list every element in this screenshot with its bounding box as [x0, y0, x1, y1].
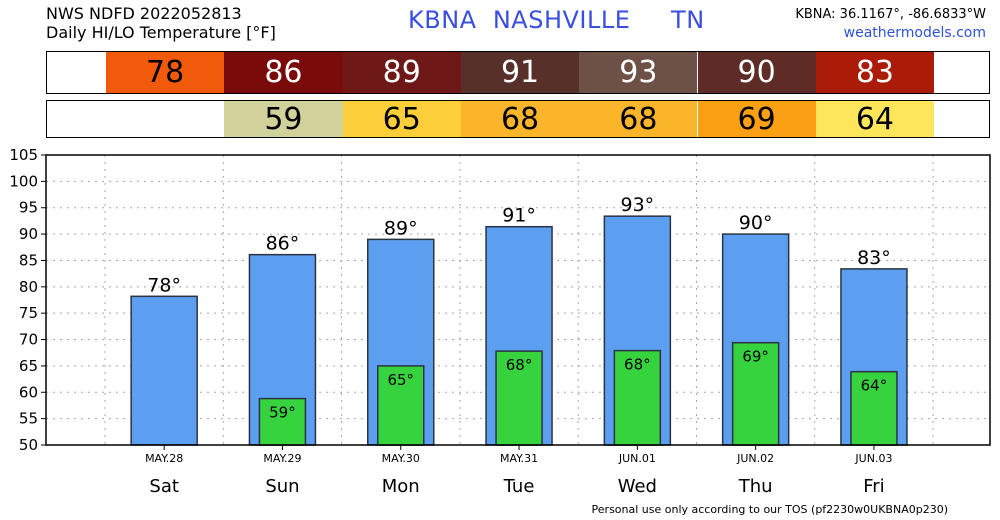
- y-tick-label: 100: [9, 172, 38, 190]
- weekday-label: Fri: [863, 476, 884, 497]
- y-tick-label: 70: [19, 331, 38, 349]
- lo-cell: 65: [342, 101, 461, 137]
- chart-header-right: KBNA: 36.1167°, -86.6833°W weathermodels…: [795, 5, 986, 43]
- site-link[interactable]: weathermodels.com: [843, 25, 986, 41]
- y-tick-label: 80: [19, 278, 38, 296]
- hi-cell: 93: [579, 52, 698, 93]
- low-temp-bar: [377, 365, 425, 446]
- date-label: JUN.01: [618, 452, 656, 465]
- hi-cell: 78: [106, 52, 225, 93]
- weekday-label: Sun: [265, 476, 299, 497]
- date-label: JUN.03: [854, 452, 892, 465]
- lo-cell: 68: [579, 101, 698, 137]
- y-tick-label: 75: [19, 304, 38, 322]
- high-temp-label: 90°: [739, 212, 773, 234]
- low-temp-label: 68°: [506, 356, 533, 374]
- weekday-label: Sat: [149, 476, 179, 497]
- low-temp-label: 64°: [861, 377, 888, 395]
- weekday-label: Tue: [503, 476, 535, 497]
- plot-frame: [45, 154, 991, 446]
- y-tick-label: 60: [19, 383, 38, 401]
- low-temp-label: 69°: [742, 348, 769, 366]
- low-temp-bar: [613, 349, 662, 446]
- weekday-label: Mon: [382, 476, 420, 497]
- hi-cell: 90: [697, 52, 816, 93]
- low-temp-bar: [258, 397, 307, 446]
- y-tick-label: 55: [19, 410, 38, 428]
- date-label: MAY.30: [382, 452, 420, 465]
- y-tick-label: 65: [19, 357, 38, 375]
- y-tick-label: 50: [19, 436, 38, 454]
- high-temp-strip: 78 86 89 91 93 90 83: [46, 51, 990, 94]
- model-run-label: NWS NDFD 2022052813: [46, 4, 242, 23]
- date-label: MAY.31: [500, 452, 538, 465]
- hi-cell: 91: [460, 52, 580, 93]
- weekday-label: Thu: [738, 476, 773, 497]
- weekday-label: Wed: [618, 476, 657, 497]
- high-temp-label: 86°: [266, 233, 300, 255]
- low-temp-strip: 59 65 68 68 69 64: [46, 100, 990, 138]
- lo-cell: [106, 101, 225, 137]
- station-coords: KBNA: 36.1167°, -86.6833°W: [795, 7, 986, 22]
- low-temp-label: 68°: [624, 356, 651, 374]
- lo-cell: 59: [224, 101, 343, 137]
- high-temp-label: 78°: [147, 274, 181, 296]
- y-tick-label: 90: [19, 225, 38, 243]
- y-tick-label: 85: [19, 251, 38, 269]
- low-temp-label: 65°: [387, 371, 414, 389]
- high-temp-label: 93°: [621, 194, 655, 216]
- hi-cell: 83: [815, 52, 935, 93]
- station-title: KBNA NASHVILLE TN: [408, 6, 705, 34]
- y-tick-label: 95: [19, 199, 38, 217]
- chart-title: Daily HI/LO Temperature [°F]: [46, 23, 276, 42]
- lo-cell: 68: [460, 101, 580, 137]
- hi-cell: 89: [342, 52, 461, 93]
- hi-cell: 86: [224, 52, 343, 93]
- lo-cell: 64: [815, 101, 935, 137]
- low-temp-label: 59°: [269, 404, 296, 422]
- low-temp-bar: [850, 370, 898, 446]
- tos-footer: Personal use only according to our TOS (…: [591, 503, 948, 516]
- y-tick-label: 105: [9, 146, 38, 164]
- low-temp-bar: [495, 350, 543, 446]
- high-temp-label: 91°: [502, 205, 536, 227]
- high-temp-bar: [130, 295, 198, 446]
- high-temp-label: 83°: [857, 247, 891, 269]
- date-label: JUN.02: [736, 452, 774, 465]
- chart-header-left: NWS NDFD 2022052813 Daily HI/LO Temperat…: [46, 4, 276, 42]
- date-label: MAY.29: [263, 452, 301, 465]
- high-temp-label: 89°: [384, 217, 418, 239]
- lo-cell: 69: [697, 101, 816, 137]
- date-label: MAY.28: [145, 452, 183, 465]
